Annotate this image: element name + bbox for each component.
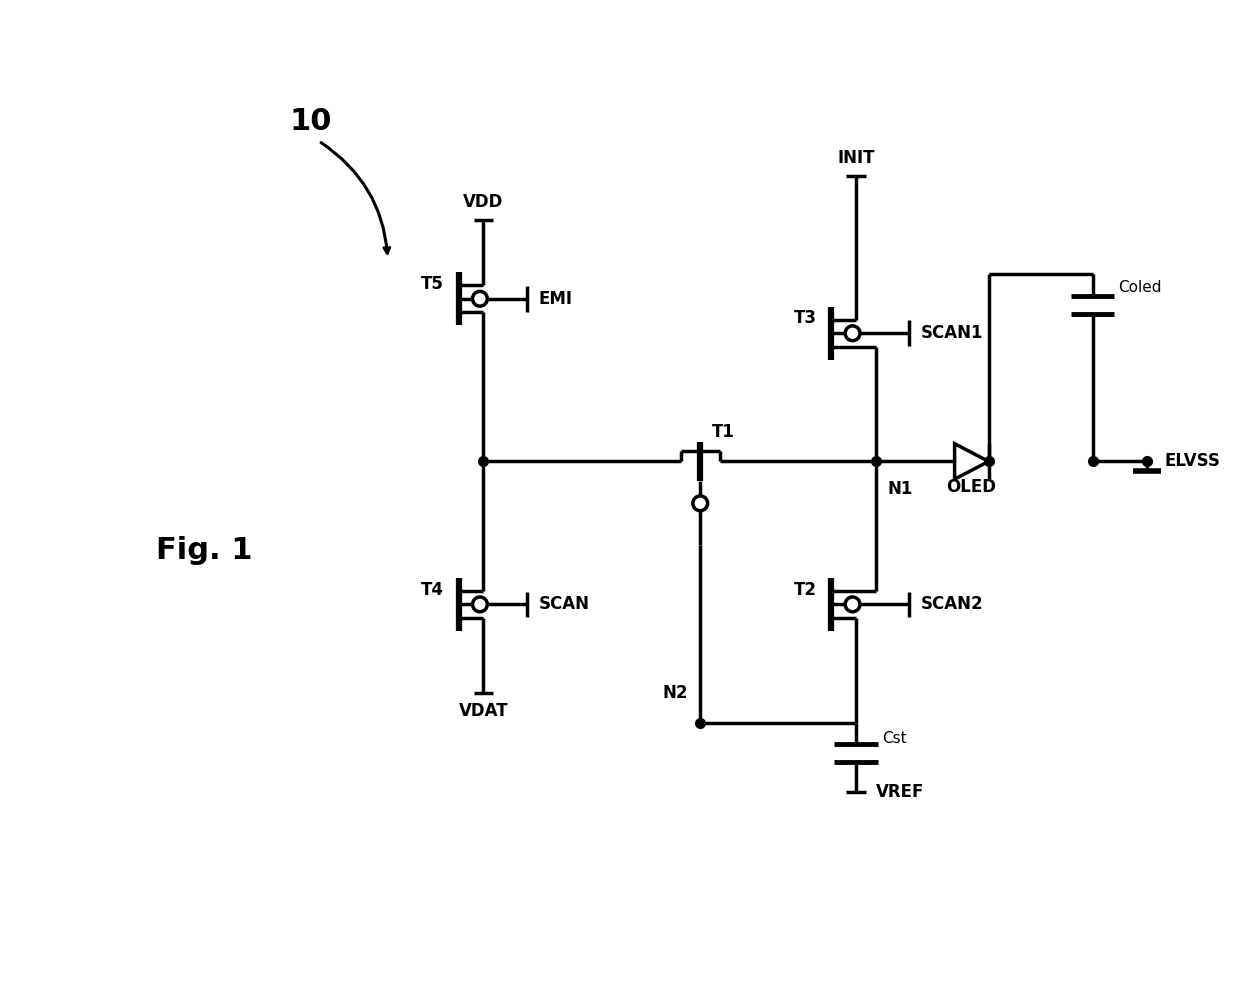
Text: OLED: OLED [946,478,996,495]
Text: Fig. 1: Fig. 1 [156,536,253,565]
Text: SCAN: SCAN [538,595,589,613]
Text: T2: T2 [794,581,817,598]
Text: INIT: INIT [837,149,874,167]
Text: T5: T5 [422,275,444,293]
Text: Coled: Coled [1118,281,1162,295]
Text: SCAN2: SCAN2 [921,595,983,613]
Text: T4: T4 [420,581,444,598]
Text: EMI: EMI [538,289,573,308]
Text: Cst: Cst [882,731,906,746]
Text: VDD: VDD [464,193,503,211]
Text: T1: T1 [712,423,735,440]
Text: N2: N2 [663,684,688,702]
Text: VREF: VREF [875,783,924,800]
Text: SCAN1: SCAN1 [921,325,983,342]
Text: N1: N1 [888,480,913,498]
Text: 10: 10 [289,107,331,135]
Text: VDAT: VDAT [459,701,508,720]
Text: T3: T3 [794,309,817,328]
Text: ELVSS: ELVSS [1164,452,1220,471]
